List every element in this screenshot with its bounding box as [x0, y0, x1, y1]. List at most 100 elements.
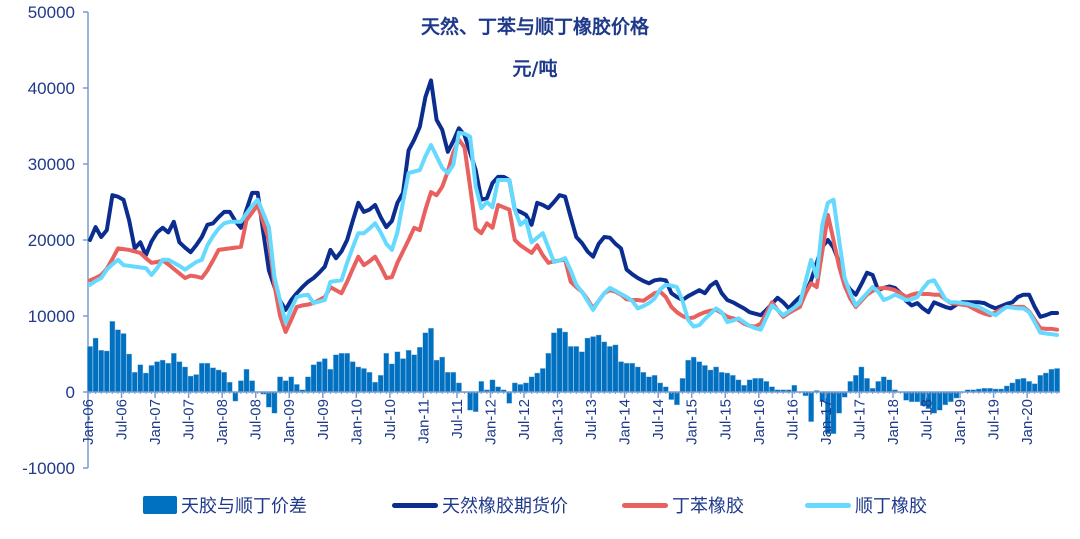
spread-bar: [321, 358, 328, 393]
spread-bar: [238, 380, 244, 393]
legend-item-br: 顺丁橡胶: [805, 490, 927, 520]
spread-bar: [478, 381, 485, 393]
spread-bar: [590, 336, 596, 393]
spread-bar: [539, 368, 546, 393]
spread-bar: [148, 365, 155, 393]
y-tick-label: 0: [66, 383, 75, 402]
spread-bar: [450, 372, 457, 393]
spread-bar: [372, 381, 378, 393]
x-tick-label: Jul-12: [516, 399, 533, 440]
x-tick-label: Jan-16: [751, 399, 768, 445]
spread-bar: [355, 366, 362, 393]
x-tick-label: Jul-17: [851, 399, 868, 440]
spread-bar: [685, 359, 691, 393]
spread-bar: [383, 353, 390, 393]
x-tick-label: Jul-09: [315, 399, 332, 440]
spread-bar: [210, 367, 216, 393]
spread-bar: [741, 384, 747, 393]
x-tick-label: Jan-13: [550, 399, 567, 445]
x-tick-label: Jul-13: [583, 399, 600, 440]
spread-bar: [875, 381, 881, 393]
y-tick-label: -10000: [22, 459, 75, 478]
y-tick-label: 40000: [28, 79, 75, 98]
spread-bar: [601, 341, 608, 393]
x-tick-label: Jul-15: [717, 399, 734, 440]
spread-bar: [115, 329, 121, 393]
legend-item-sbr: 丁苯橡胶: [622, 490, 744, 520]
spread-bar: [489, 379, 496, 393]
y-tick-label: 10000: [28, 307, 75, 326]
spread-bar: [87, 346, 93, 393]
spread-bar: [226, 381, 233, 393]
legend-item-spread: 天胶与顺丁价差: [143, 490, 307, 520]
spread-bar: [243, 369, 250, 393]
legend-label-natural: 天然橡胶期货价: [442, 496, 568, 517]
spread-bar: [344, 353, 350, 393]
spread-bar: [288, 376, 295, 393]
legend-swatch-spread: [143, 496, 177, 514]
y-tick-label: 30000: [28, 155, 75, 174]
spread-bar: [718, 372, 725, 393]
spread-bar: [1048, 369, 1055, 393]
legend-label-sbr: 丁苯橡胶: [672, 496, 744, 517]
spread-bar: [249, 380, 255, 393]
spread-bar: [204, 362, 211, 393]
spread-bar: [389, 363, 395, 393]
spread-bar: [215, 369, 222, 393]
spread-bar: [422, 332, 429, 393]
spread-bar: [512, 382, 518, 393]
spread-bar: [316, 361, 322, 393]
spread-bar: [528, 376, 535, 393]
y-tick-label: 50000: [28, 3, 75, 22]
spread-bar: [333, 354, 339, 393]
spread-bar: [417, 346, 423, 393]
spread-bar: [735, 379, 742, 393]
spread-bar: [165, 362, 172, 393]
spread-bar: [523, 382, 529, 393]
spread-bar: [679, 378, 686, 393]
spread-bar: [662, 386, 669, 393]
spread-bar: [428, 327, 434, 393]
spread-bar: [1009, 382, 1016, 393]
spread-bar: [864, 378, 870, 393]
spread-bar: [338, 353, 345, 393]
y-axis: -10000 0 10000 20000 30000 40000 50000: [22, 3, 89, 478]
x-tick-label: Jul-10: [382, 399, 399, 440]
spread-bar: [562, 331, 568, 393]
x-tick-label: Jan-17: [818, 399, 835, 445]
spread-bar: [137, 364, 144, 393]
spread-bar: [858, 366, 865, 393]
spread-bar: [109, 321, 116, 393]
spread-bar: [690, 356, 697, 393]
x-tick-label: Jan-12: [482, 399, 499, 445]
spread-bar: [545, 353, 552, 393]
spread-bar: [618, 361, 624, 393]
spread-bar: [702, 365, 708, 393]
spread-bar: [651, 375, 658, 393]
spread-bar: [282, 380, 289, 393]
spread-bar: [623, 362, 630, 393]
spread-bar: [456, 382, 462, 393]
spread-bar: [467, 391, 473, 411]
x-tick-label: Jan-15: [684, 399, 701, 445]
spread-bar: [1003, 385, 1010, 393]
spread-bar: [377, 375, 384, 393]
spread-bar: [657, 382, 663, 393]
spread-bar: [696, 361, 703, 393]
legend: 天胶与顺丁价差 天然橡胶期货价 丁苯橡胶 顺丁橡胶: [0, 490, 1080, 520]
spread-bar: [182, 366, 188, 393]
x-tick-label: Jul-11: [449, 399, 466, 439]
spread-bar: [187, 375, 194, 393]
x-tick-label: Jul-08: [248, 399, 265, 440]
spread-bar: [394, 351, 401, 393]
br-line: [88, 130, 1060, 337]
spread-bar: [1054, 368, 1060, 393]
spread-bar: [579, 351, 585, 393]
spread-bar: [305, 376, 311, 393]
legend-swatch-natural: [392, 502, 438, 508]
spread-bar: [1037, 375, 1044, 393]
spread-bar: [886, 379, 893, 393]
legend-swatch-br: [805, 502, 851, 508]
x-tick-label: Jan-06: [80, 399, 97, 445]
